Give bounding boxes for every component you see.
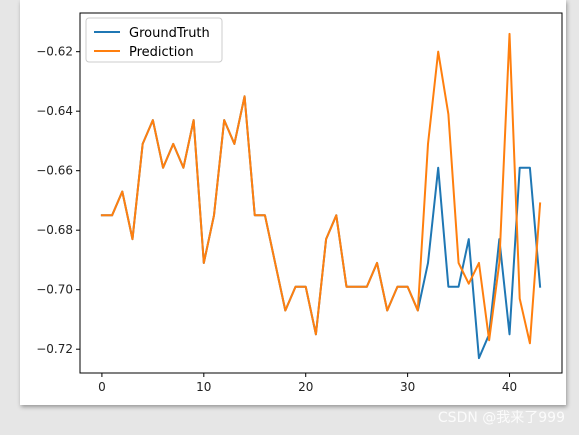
x-tick-label: 40 xyxy=(502,380,517,394)
x-tick-label: 20 xyxy=(298,380,313,394)
x-tick-label: 10 xyxy=(196,380,211,394)
y-tick-label: −0.68 xyxy=(36,223,73,237)
legend-label-prediction: Prediction xyxy=(129,45,194,60)
chart-figure: 0 10 20 30 40 −0.62 −0.64 −0.66 −0.68 −0.70 −0.72 G… xyxy=(20,0,566,405)
y-tick-label: −0.66 xyxy=(36,164,73,178)
y-tick-label: −0.62 xyxy=(36,45,73,59)
y-tick-label: −0.70 xyxy=(36,283,73,297)
y-tick-label: −0.64 xyxy=(36,104,73,118)
x-tick-label: 0 xyxy=(98,380,106,394)
line-chart: 0 10 20 30 40 −0.62 −0.64 −0.66 −0.68 −0.70 −0.72 G… xyxy=(36,12,563,394)
legend-label-groundtruth: GroundTruth xyxy=(129,26,210,41)
series-line-groundtruth xyxy=(100,95,542,360)
watermark-text: CSDN @我来了999 xyxy=(437,410,565,426)
legend: GroundTruth Prediction xyxy=(85,17,223,63)
x-tick-label: 30 xyxy=(400,380,415,394)
series-line-prediction xyxy=(100,32,542,345)
y-tick-label: −0.72 xyxy=(36,342,73,356)
plot-frame xyxy=(79,12,563,374)
